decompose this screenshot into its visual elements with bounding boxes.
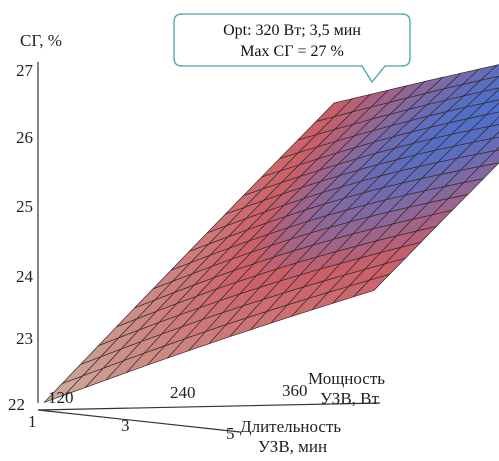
y-axis-line: [37, 409, 241, 433]
surface-cell: [43, 375, 83, 403]
x-axis-title-line2: УЗВ, Вт: [320, 389, 380, 408]
response-surface: [43, 64, 499, 403]
y-tick-labels: 1 3 5: [28, 412, 235, 443]
z-tick-label: 23: [16, 329, 33, 348]
y-tick-label: 1: [28, 412, 37, 431]
z-tick-label: 24: [16, 267, 34, 286]
x-tick-label: 240: [170, 383, 196, 402]
callout-line1: Opt: 320 Вт; 3,5 мин: [223, 22, 361, 39]
axes: [37, 62, 381, 433]
x-tick-label: 360: [282, 381, 308, 400]
callout-bubble: [173, 13, 411, 84]
x-tick-label: 120: [48, 388, 74, 407]
y-axis-title-line1: Длительность: [240, 417, 341, 436]
z-tick-label: 25: [16, 197, 33, 216]
z-tick-label: 26: [16, 128, 33, 147]
x-axis-title-line1: Мощность: [308, 369, 385, 388]
x-axis-line: [37, 402, 381, 411]
z-tick-label: 27: [16, 61, 34, 80]
y-axis-title-line2: УЗВ, мин: [258, 437, 327, 456]
optimum-callout: Opt: 320 Вт; 3,5 мин Max СГ = 27 %: [173, 13, 411, 84]
z-axis-title: СГ, %: [20, 31, 62, 50]
z-tick-labels: 22 23 24 25 26 27: [8, 61, 34, 414]
y-tick-label: 5: [226, 424, 235, 443]
x-tick-labels: 120 240 360: [48, 381, 308, 407]
y-tick-label: 3: [121, 416, 130, 435]
callout-line2: Max СГ = 27 %: [240, 43, 344, 60]
z-tick-label: 22: [8, 395, 25, 414]
